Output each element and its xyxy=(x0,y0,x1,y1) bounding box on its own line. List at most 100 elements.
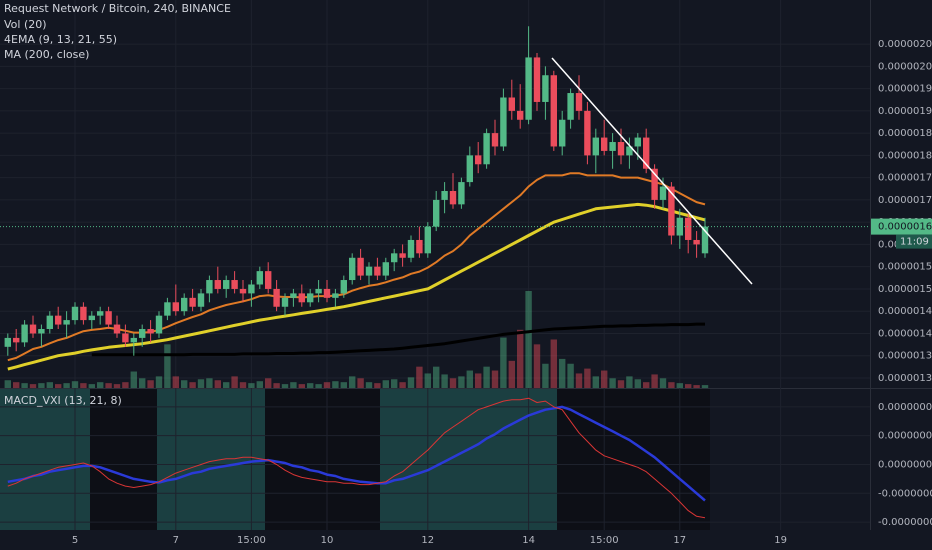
candle-body xyxy=(374,266,381,276)
volume-bar xyxy=(550,339,557,388)
x-tick-label: 10 xyxy=(321,535,334,546)
candle-body xyxy=(357,257,364,276)
candle-body xyxy=(533,57,541,102)
indicator-label: MACD_VXI (13, 21, 8) xyxy=(4,394,122,407)
candle-body xyxy=(38,329,45,334)
volume-bar xyxy=(139,378,146,388)
candle-body xyxy=(248,284,255,294)
candle-body xyxy=(508,97,515,111)
volume-bar xyxy=(323,382,331,388)
volume-bar xyxy=(265,378,272,388)
volume-bar xyxy=(55,384,62,388)
shade-bull xyxy=(380,389,557,530)
volume-bar xyxy=(298,384,305,388)
volume-bar xyxy=(349,376,356,388)
volume-bar xyxy=(97,382,104,388)
volume-bar xyxy=(155,376,163,388)
volume-bar xyxy=(533,344,541,388)
candle-body xyxy=(542,75,549,102)
candle-body xyxy=(273,288,280,307)
candle-body xyxy=(307,293,314,303)
macd-shading xyxy=(0,389,710,530)
volume-bar xyxy=(466,370,473,388)
x-tick-label: 14 xyxy=(522,535,535,546)
indicator-line xyxy=(91,322,705,357)
volume-bar xyxy=(676,383,683,388)
volume-bar xyxy=(500,337,507,388)
candle-body xyxy=(265,271,272,289)
candle-body xyxy=(424,226,431,254)
volume-bar xyxy=(38,383,45,388)
volume-bar xyxy=(601,370,608,388)
volume-bar xyxy=(340,382,347,388)
volume-bar xyxy=(685,384,692,388)
candle-body xyxy=(239,288,247,294)
candle-body xyxy=(340,280,347,294)
candle-body xyxy=(626,146,633,156)
x-tick-label: 7 xyxy=(173,535,179,546)
candle-body xyxy=(466,155,473,183)
candle-body xyxy=(559,119,566,147)
candle-body xyxy=(567,93,574,120)
volume-bar xyxy=(88,384,95,388)
candle-body xyxy=(139,329,146,338)
candle-body xyxy=(223,280,230,289)
volume-bar xyxy=(29,384,37,388)
volume-bar xyxy=(181,380,188,388)
candle-body xyxy=(659,186,667,200)
y-tick-label: 0.00000006 xyxy=(878,402,932,413)
candle-body xyxy=(601,137,608,151)
indicator-line xyxy=(7,172,706,362)
candle-body xyxy=(592,137,599,156)
candle-body xyxy=(500,97,507,147)
candle-body xyxy=(332,293,339,298)
shade-dark xyxy=(0,389,710,530)
candle-body xyxy=(575,93,583,111)
candle-body xyxy=(407,239,415,258)
volume-bar xyxy=(172,376,179,388)
candle-body xyxy=(365,266,373,276)
last-price-box xyxy=(871,218,932,235)
volume-bar xyxy=(626,376,633,388)
candle-body xyxy=(349,257,356,281)
volume-bar xyxy=(542,363,549,388)
chart-title: Request Network / Bitcoin, 240, BINANCE xyxy=(4,2,231,15)
countdown-box xyxy=(896,234,932,249)
candle-body xyxy=(668,186,675,236)
candle-body xyxy=(693,239,700,245)
candle-body xyxy=(391,253,398,263)
candle-body xyxy=(416,239,423,254)
volume-bar xyxy=(4,380,11,388)
candle-body xyxy=(281,297,289,307)
indicator-line xyxy=(7,397,706,519)
candle-body xyxy=(181,297,188,312)
y-tick-label: 0.00000004 xyxy=(878,431,932,442)
volume-bar xyxy=(525,291,532,388)
volume-bar xyxy=(80,383,87,388)
volume-bar xyxy=(508,360,515,388)
candle-body xyxy=(256,271,263,285)
candle-body xyxy=(323,288,331,298)
y-tick-label: -0.00000002 xyxy=(878,517,932,528)
candle-body xyxy=(584,110,591,156)
volume-bar xyxy=(634,379,641,388)
volume-bar xyxy=(46,382,53,388)
volume-bar xyxy=(382,380,389,388)
volume-bar xyxy=(315,384,322,388)
candle-body xyxy=(399,253,406,258)
candle-body xyxy=(13,337,20,343)
candle-body xyxy=(685,217,692,240)
volume-bar xyxy=(441,374,448,388)
volume-bar xyxy=(130,371,137,388)
candle-body xyxy=(46,315,53,330)
x-tick-label: 12 xyxy=(421,535,434,546)
volume-bar xyxy=(374,383,381,388)
volume-bar xyxy=(214,380,221,388)
volume-bar xyxy=(651,374,658,388)
